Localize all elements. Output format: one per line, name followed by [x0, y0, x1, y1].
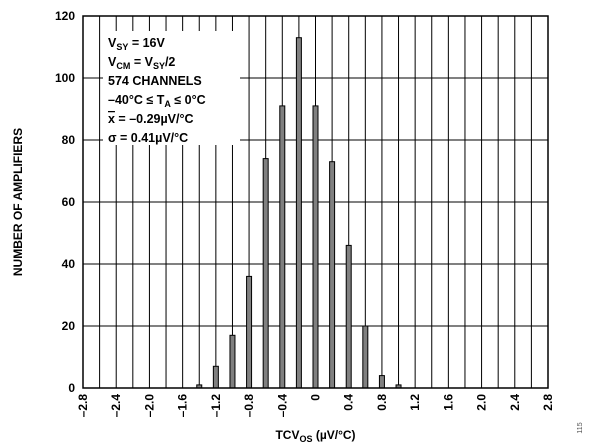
- x-tick-label: –1.6: [176, 394, 190, 418]
- annotation-background: [103, 31, 240, 145]
- x-tick-label: –0.4: [275, 394, 289, 418]
- x-tick-label: –1.2: [209, 394, 223, 418]
- histogram-bar: [312, 105, 319, 389]
- y-tick-label: 0: [68, 381, 75, 395]
- annotation-line: σ = 0.41µV/°C: [108, 131, 188, 145]
- annotation-box: VSY = 16V VCM = VSY/2 574 CHANNELS –40°C ≤ …: [108, 36, 206, 145]
- histogram-bar: [246, 275, 253, 389]
- y-axis-title: NUMBER OF AMPLIFIERS: [11, 128, 25, 276]
- annotation-line: x = –0.29µV/°C: [108, 112, 194, 126]
- x-tick-label: –2.0: [142, 394, 156, 418]
- histogram-bar: [378, 375, 385, 389]
- y-tick-label: 40: [62, 257, 76, 271]
- histogram-bar: [212, 365, 219, 389]
- histogram-bar: [362, 325, 369, 389]
- y-tick-label: 120: [55, 9, 75, 23]
- annotation-line: VSY = 16V: [108, 36, 166, 52]
- histogram-bar: [229, 334, 236, 389]
- histogram-bar: [345, 244, 352, 389]
- x-tick-label: 2.8: [541, 394, 555, 411]
- x-tick-label: 0.8: [375, 394, 389, 411]
- histogram-bar: [295, 37, 302, 389]
- y-tick-label: 60: [62, 195, 76, 209]
- x-tick-label: 0.4: [342, 394, 356, 411]
- y-tick-label: 20: [62, 319, 76, 333]
- x-tick-label: 2.4: [508, 394, 522, 411]
- x-tick-label: –0.8: [242, 394, 256, 418]
- histogram-bar: [279, 105, 286, 389]
- x-tick-label: 1.2: [408, 394, 422, 411]
- figure-id: 115: [577, 422, 584, 433]
- annotation-line: VCM = VSY/2: [108, 55, 175, 71]
- y-tick-labels: 0 20 40 60 80 100 120: [55, 9, 75, 395]
- histogram-bar: [329, 161, 336, 389]
- x-axis-title: TCVOS (µV/°C): [275, 428, 355, 444]
- plot-frame: [82, 15, 549, 389]
- x-tick-label: 1.6: [441, 394, 455, 411]
- x-tick-label: –2.4: [109, 394, 123, 418]
- y-tick-label: 100: [55, 71, 75, 85]
- x-tick-label: 2.0: [475, 394, 489, 411]
- annotation-line: –40°C ≤ TA ≤ 0°C: [108, 93, 206, 109]
- x-tick-labels: –2.8 –2.4 –2.0 –1.6 –1.2 –0.8 –0.4 0 0.4 0.8 1.2 1.…: [76, 394, 555, 418]
- x-tick-label: –2.8: [76, 394, 90, 418]
- histogram-bar: [262, 158, 269, 389]
- annotation-line: 574 CHANNELS: [108, 74, 202, 88]
- y-tick-label: 80: [62, 133, 76, 147]
- x-tick-label: 0: [309, 394, 323, 401]
